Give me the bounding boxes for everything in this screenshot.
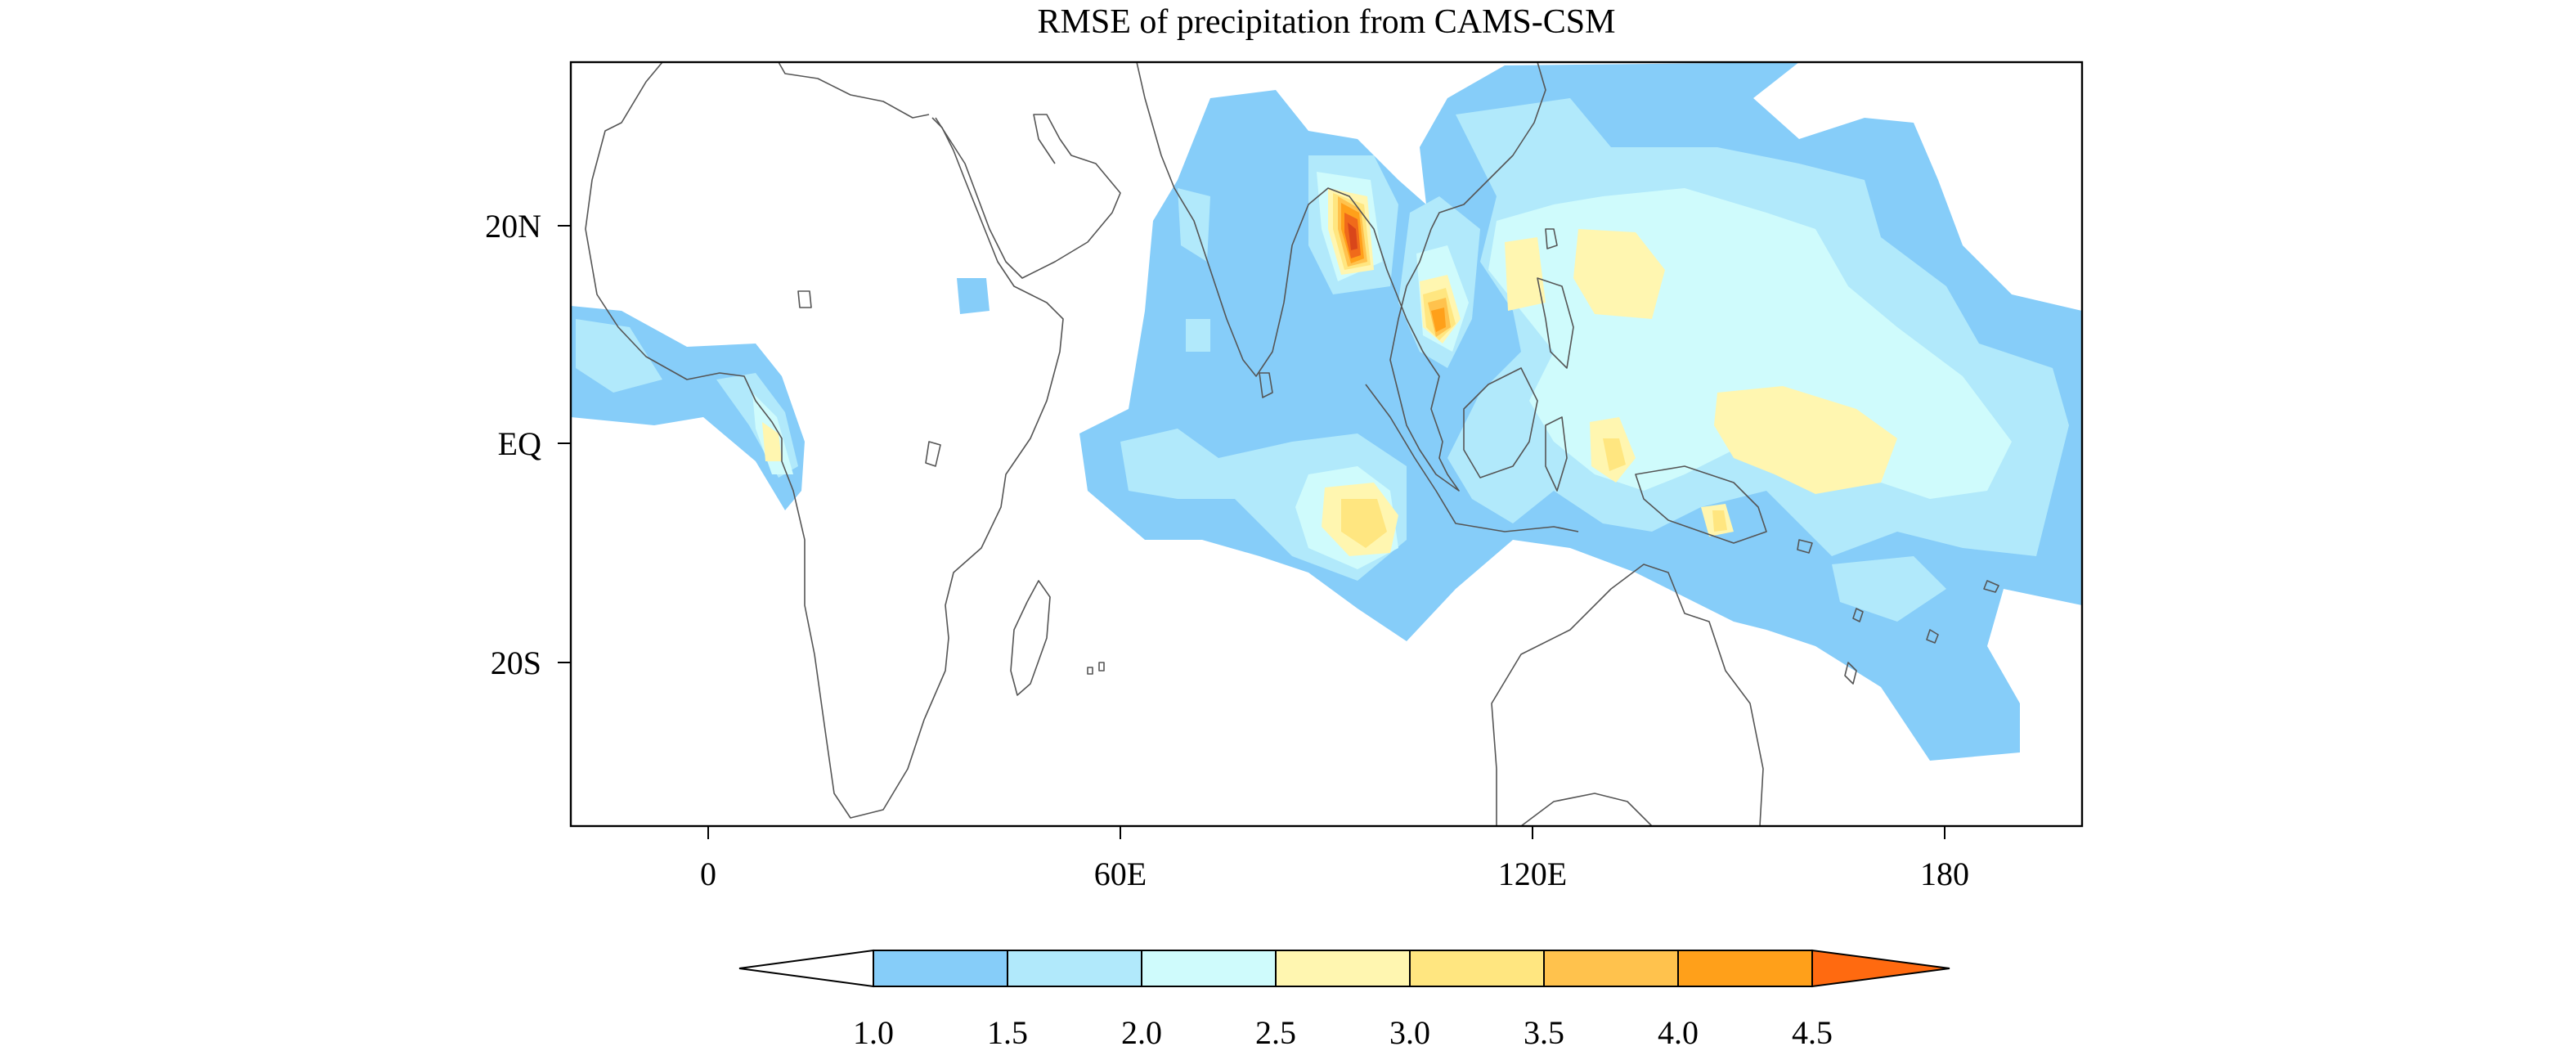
colorbar-tick-label: 1.5 [987,1014,1028,1051]
colorbar-box [1409,950,1545,987]
lon-tick-label: 180 [1920,856,1969,892]
colorbar-tick-label: 4.5 [1792,1014,1833,1051]
colorbar: 1.0 1.5 2.0 2.5 3.0 3.5 4.0 4.5 [738,949,1950,1051]
lat-tick-label: EQ [498,425,541,462]
lat-axis: 20N EQ 20S [485,208,571,681]
colorbar-tick-label: 4.0 [1658,1014,1699,1051]
lon-axis: 0 60E 120E 180 [700,826,1969,892]
colorbar-tick-label: 2.0 [1121,1014,1162,1051]
colorbar-over-triangle [1811,949,1950,988]
colorbar-tick-label: 3.5 [1524,1014,1564,1051]
colorbar-box [1007,950,1142,987]
lat-tick-label: 20N [485,208,541,245]
colorbar-under-triangle [738,949,874,988]
colorbar-box [1275,950,1411,987]
lon-tick-label: 60E [1094,856,1147,892]
lon-tick-label: 0 [700,856,716,892]
colorbar-box [1141,950,1277,987]
colorbar-box [873,950,1008,987]
colorbar-box [1543,950,1679,987]
level-9-peak [1348,222,1358,250]
colorbar-tick-label: 2.5 [1255,1014,1296,1051]
precip-rmse-field [571,62,2082,826]
colorbar-tick-label: 3.0 [1389,1014,1430,1051]
colorbar-box [1677,950,1813,987]
colorbar-tick-label: 1.0 [853,1014,894,1051]
coastlines [585,62,1999,826]
lat-tick-label: 20S [491,645,541,681]
lon-tick-label: 120E [1498,856,1567,892]
map-title: RMSE of precipitation from CAMS-CSM [1037,3,1615,41]
